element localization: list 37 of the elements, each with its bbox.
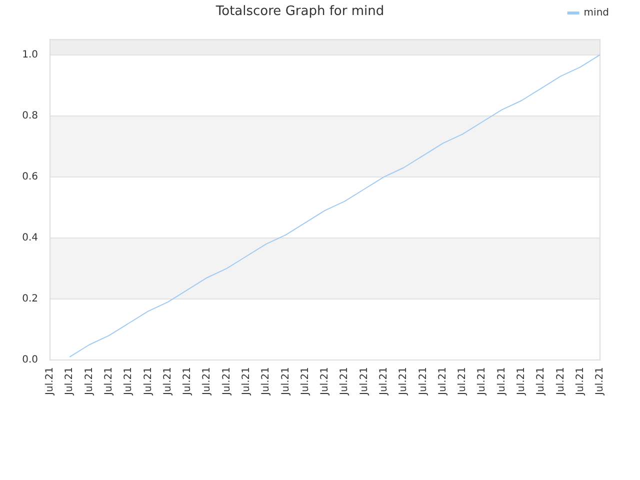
x-tick-label: Jul.21 — [320, 367, 331, 396]
x-tick-label: Jul.21 — [536, 367, 547, 396]
x-tick-label: Jul.21 — [44, 367, 56, 396]
x-tick-label: Jul.21 — [182, 367, 194, 396]
x-tick-label: Jul.21 — [594, 367, 606, 396]
x-tick-label: Jul.21 — [104, 367, 115, 396]
x-tick-label: Jul.21 — [358, 367, 370, 396]
x-tick-label: Jul.21 — [339, 367, 350, 396]
x-tick-label: Jul.21 — [241, 367, 252, 396]
y-tick-label: 1.0 — [22, 49, 38, 60]
y-tick-label: 0.8 — [22, 110, 38, 122]
y-tick-label: 0.0 — [22, 354, 38, 366]
x-tick-label: Jul.21 — [300, 367, 311, 396]
x-tick-label: Jul.21 — [418, 367, 429, 396]
x-tick-label: Jul.21 — [142, 367, 154, 396]
y-tick-label: 0.2 — [22, 294, 38, 305]
x-tick-label: Jul.21 — [260, 367, 272, 396]
x-tick-label: Jul.21 — [202, 367, 213, 396]
x-tick-label: Jul.21 — [378, 367, 390, 396]
y-tick-label: 0.4 — [22, 232, 38, 244]
x-tick-label: Jul.21 — [574, 367, 586, 396]
x-tick-label: Jul.21 — [437, 367, 448, 396]
x-tick-label: Jul.21 — [123, 367, 134, 396]
legend-label: mind — [584, 8, 610, 19]
y-tick-label: 0.6 — [22, 172, 38, 183]
x-tick-label: Jul.21 — [398, 367, 410, 396]
x-tick-label: Jul.21 — [64, 367, 76, 396]
x-tick-label: Jul.21 — [162, 367, 174, 396]
x-tick-label: Jul.21 — [496, 367, 508, 396]
x-tick-label: Jul.21 — [280, 367, 292, 396]
x-tick-label: Jul.21 — [555, 367, 566, 396]
x-tick-label: Jul.21 — [457, 367, 468, 396]
x-tick-label: Jul.21 — [221, 367, 232, 396]
x-tick-label: Jul.21 — [476, 367, 488, 396]
chart-title: Totalscore Graph for mind — [214, 4, 384, 20]
x-tick-label: Jul.21 — [84, 367, 95, 396]
x-tick-label: Jul.21 — [516, 367, 528, 396]
